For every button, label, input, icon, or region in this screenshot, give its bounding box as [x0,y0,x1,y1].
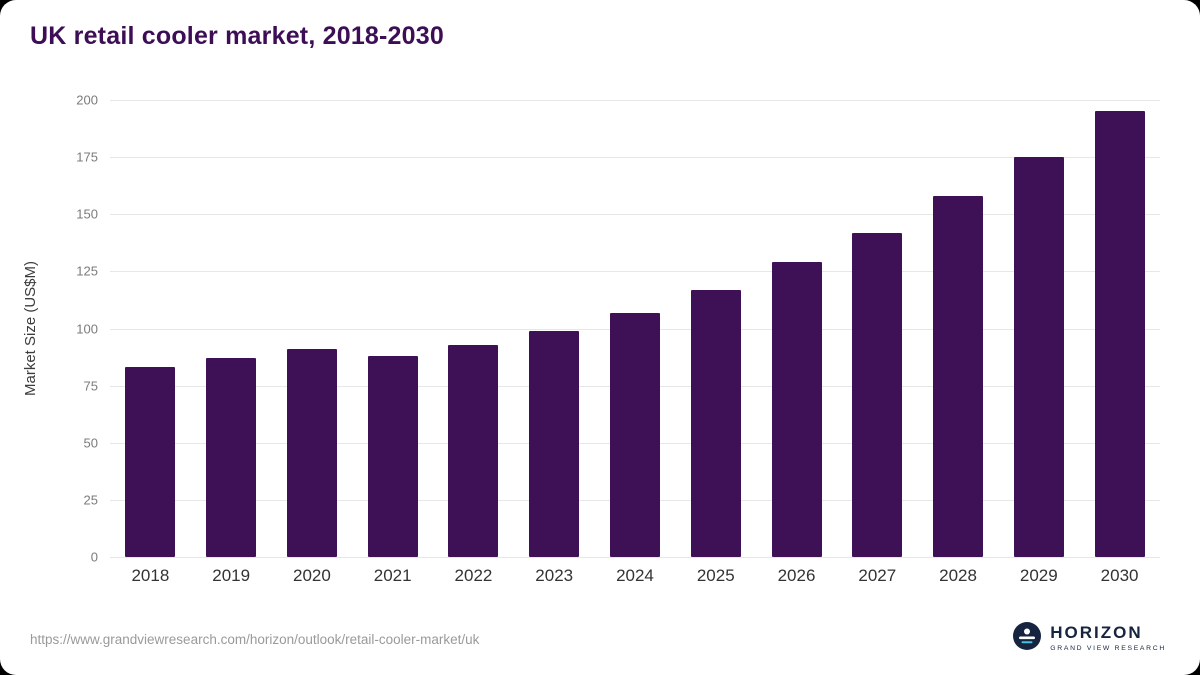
y-tick-label-200: 200 [76,92,98,108]
bar-2021 [367,355,418,557]
bar-slot-2019 [191,100,272,557]
gridline-125 [110,271,1160,273]
bar-2019 [206,358,257,557]
x-tick-label-2027: 2027 [858,566,897,585]
x-tick-label-2024: 2024 [616,566,654,585]
x-tick-label-2022: 2022 [454,566,493,585]
gridline-150 [110,214,1160,216]
y-tick-label-0: 0 [90,549,98,565]
bar-slot-2028 [918,100,999,557]
bars [110,100,1160,557]
bar-2028 [933,195,984,557]
brand-text: HORIZON GRAND VIEW RESEARCH [1050,624,1166,652]
y-tick-label-75: 75 [83,378,98,394]
y-tick-label-150: 150 [76,206,98,222]
bar-2018 [125,367,176,557]
gridline-200 [110,100,1160,101]
y-tick-label-125: 125 [76,263,98,279]
y-tick-label-175: 175 [76,149,98,165]
bar-2020 [286,349,337,557]
bar-2026 [771,262,822,557]
x-axis: 2018 2019 2020 2021 2022 2023 2024 2025 2026 2027… [110,566,1160,586]
x-tick-label-2028: 2028 [939,566,977,585]
bar-slot-2022 [433,100,514,557]
bar-slot-2023 [514,100,595,557]
x-tick-label-2021: 2021 [373,566,412,585]
bar-slot-2024 [595,100,676,557]
plot-area [110,100,1160,558]
brand-subtitle: GRAND VIEW RESEARCH [1050,645,1166,653]
x-tick-label-2030: 2030 [1100,566,1139,585]
x-tick-label-2023: 2023 [535,566,574,585]
bar-slot-2030 [1079,100,1160,557]
bar-2027 [852,232,903,557]
bar-slot-2027 [837,100,918,557]
bar-2024 [609,312,660,557]
brand-name: HORIZON [1050,623,1143,643]
bar-slot-2029 [998,100,1079,557]
gridline-175 [110,157,1160,159]
x-tick-label-2026: 2026 [777,566,816,585]
x-tick-label-2018: 2018 [131,566,170,585]
y-axis: 0 25 50 75 100 125 150 175 200 [0,93,98,565]
y-tick-label-25: 25 [83,492,98,508]
bar-2030 [1094,111,1145,557]
bar-2025 [690,289,741,557]
bar-2029 [1013,157,1064,557]
x-tick-label-2025: 2025 [696,566,735,585]
bar-slot-2020 [272,100,353,557]
gridline-0 [110,557,1160,558]
bar-slot-2026 [756,100,837,557]
source-url: https://www.grandviewresearch.com/horizo… [30,632,480,647]
x-tick-label-2029: 2029 [1019,566,1058,585]
bar-slot-2018 [110,100,191,557]
bar-2022 [448,344,499,557]
bar-2023 [529,330,580,557]
chart-title: UK retail cooler market, 2018-2030 [30,22,444,50]
x-tick-label-2020: 2020 [293,566,331,585]
y-tick-label-100: 100 [76,321,98,336]
y-tick-label-50: 50 [83,435,98,451]
brand-logo: HORIZON GRAND VIEW RESEARCH [1013,622,1166,655]
bar-slot-2021 [352,100,433,557]
bar-slot-2025 [675,100,756,557]
x-tick-label-2019: 2019 [212,566,251,585]
horizon-sun-circle-icon [1013,622,1042,655]
